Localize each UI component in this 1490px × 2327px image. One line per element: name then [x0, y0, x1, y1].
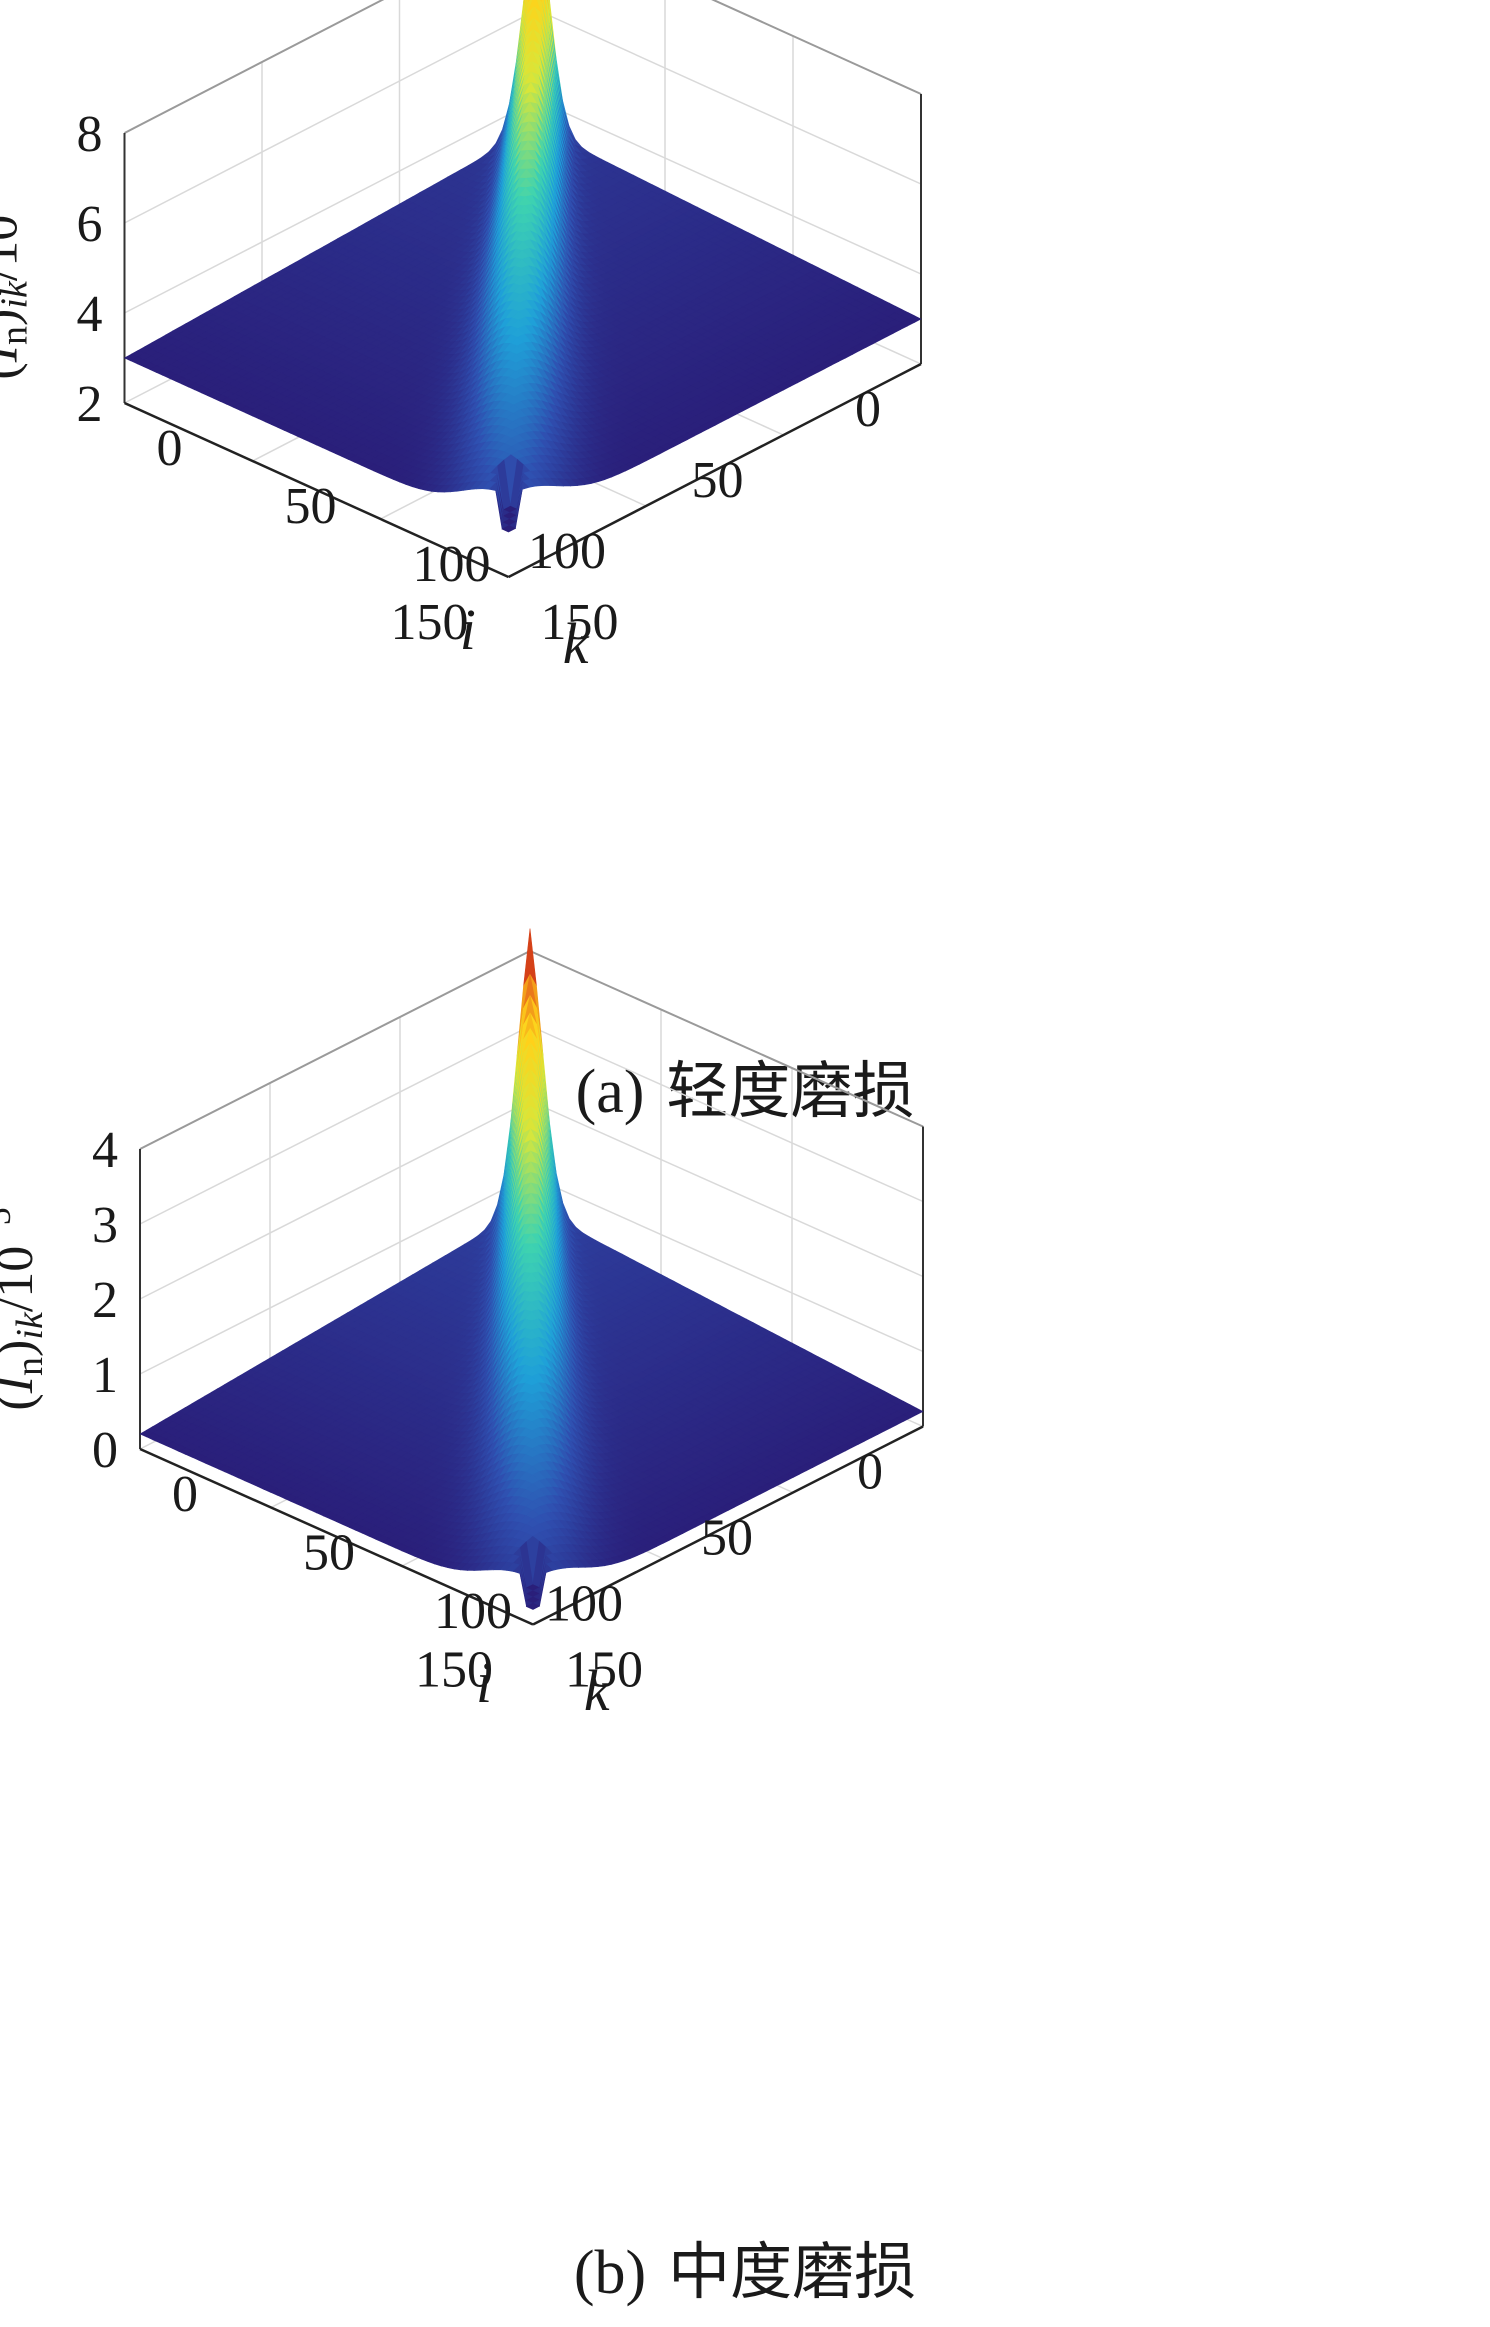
i-tick-label: 100 [528, 523, 606, 580]
i-tick-label: 0 [855, 381, 881, 438]
axes [139, 1425, 924, 1626]
wall-grid-line [124, 9, 538, 224]
wall-grid-line [529, 1025, 924, 1203]
wall-grid-line [124, 99, 538, 314]
k-tick-label: 50 [285, 478, 337, 535]
k-axis-label: k [563, 611, 590, 676]
zlabel-close: ) [0, 309, 29, 326]
i-tick-label: 150 [391, 594, 469, 651]
frame-edge [529, 950, 924, 1128]
wall-grid-line [139, 1175, 531, 1375]
wall-grid-line [124, 0, 384, 134]
caption-tag-a: (a) [575, 1058, 645, 1126]
surface-patch [522, 0, 528, 25]
wall-grid-line [711, 0, 922, 95]
i-tick-label: 50 [692, 452, 744, 509]
wall-grid-line [529, 1175, 924, 1353]
k-axis-line [123, 401, 510, 579]
wall-grid-line [536, 99, 922, 275]
z-tick-label: 4 [77, 286, 103, 343]
caption-a: (a) 轻度磨损 [0, 1040, 1490, 1130]
k-tick-label: 0 [157, 420, 183, 477]
i-axis-line [507, 362, 922, 579]
k-axis-line [139, 1447, 534, 1626]
zlabel-ik: ik [0, 280, 36, 309]
wall-grid-line [536, 9, 922, 185]
wall-grid-line [529, 1100, 924, 1278]
axes [123, 362, 922, 579]
surface [123, 0, 922, 533]
z-tick-label: 8 [77, 106, 103, 163]
z-axis-label: (In)ik/10−5 [0, 176, 36, 379]
frame-edge [711, 0, 922, 95]
zlabel-I: I [0, 342, 29, 363]
zlabel-exp: −5 [0, 176, 3, 214]
wall-grid-line [139, 1100, 531, 1300]
frame-edge [124, 0, 385, 134]
surface-patch [501, 525, 517, 533]
surface [139, 928, 924, 1610]
i-axis-line [532, 1425, 924, 1626]
frame-edge [139, 950, 531, 1150]
z-tick-label: 2 [77, 376, 103, 433]
zlabel-unit: /10 [0, 215, 29, 281]
caption-text-a: 轻度磨损 [666, 1058, 915, 1126]
zlabel-open: ( [0, 362, 29, 379]
zlabel-n: n [0, 326, 36, 345]
k-tick-label: 100 [413, 536, 491, 593]
wall-grid-line [139, 1025, 531, 1225]
i-axis-label: i [460, 597, 476, 662]
k-tick-label: 150 [541, 594, 619, 651]
z-tick-label: 6 [77, 196, 103, 253]
